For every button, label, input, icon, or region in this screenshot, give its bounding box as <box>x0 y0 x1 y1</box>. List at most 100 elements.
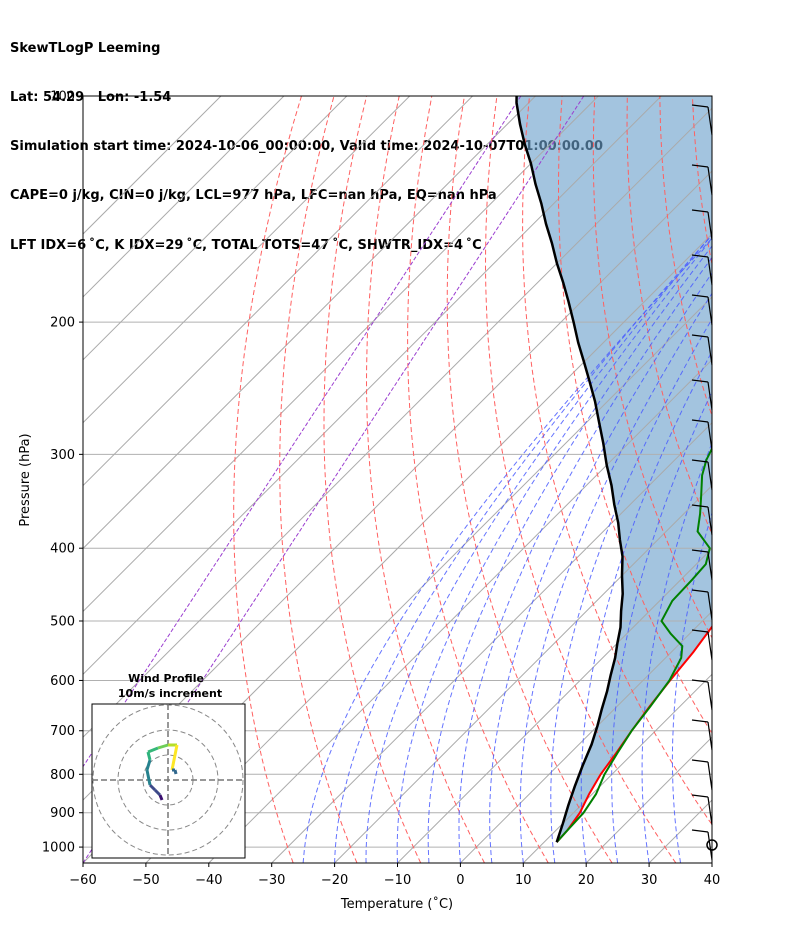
dry-adiabat <box>365 96 485 863</box>
dry-adiabat <box>557 96 712 735</box>
x-tick-label: −60 <box>69 873 96 888</box>
barb-staff <box>707 211 713 241</box>
dry-adiabat <box>659 96 712 418</box>
x-tick-label: −10 <box>384 873 411 888</box>
barb-staff <box>707 591 713 621</box>
barb-flag <box>691 829 709 833</box>
barb-staff <box>707 381 713 411</box>
barb-flag <box>691 504 709 508</box>
y-tick-label: 500 <box>50 614 75 629</box>
x-tick-label: 20 <box>578 873 595 888</box>
inset-subtitle: 10m/s increment <box>118 687 222 700</box>
barb-staff <box>707 631 713 661</box>
moist-adiabat <box>427 245 712 863</box>
moist-adiabat <box>302 237 712 863</box>
hodograph-segment <box>170 744 179 771</box>
isotherm-line <box>83 107 712 738</box>
isotherm-line <box>83 96 536 550</box>
hodograph-segment <box>157 743 169 750</box>
barb-staff <box>707 761 713 791</box>
barb-staff <box>707 106 713 136</box>
sounding-profiles <box>515 96 712 843</box>
wind-barb <box>691 829 713 861</box>
parcel-line <box>515 96 624 843</box>
dry-adiabat <box>323 96 422 863</box>
isotherm-line <box>83 96 599 613</box>
barb-staff <box>707 551 713 581</box>
barb-flag <box>691 419 709 423</box>
x-tick-label: 40 <box>704 873 721 888</box>
wind-profile-inset: Wind Profile 10m/s increment <box>91 672 246 859</box>
y-tick-label: 200 <box>50 316 75 331</box>
x-tick-label: −50 <box>132 873 159 888</box>
x-tick-label: 10 <box>515 873 532 888</box>
barb-staff <box>707 796 713 826</box>
wind-barb <box>691 589 713 621</box>
barb-flag <box>691 334 709 338</box>
moist-adiabat <box>489 272 712 863</box>
moist-adiabat <box>519 292 712 863</box>
isotherm-line <box>83 96 222 235</box>
moist-adiabat <box>365 234 712 863</box>
dry-adiabats <box>233 96 794 863</box>
y-tick-label: 700 <box>50 724 75 739</box>
moist-adiabat <box>334 234 712 863</box>
barb-staff <box>707 421 713 451</box>
wind-barb <box>691 254 713 286</box>
barb-staff <box>707 831 713 861</box>
dry-adiabat <box>484 96 677 863</box>
chart-title-block: SkewTLogP Leeming Lat: 54.29 Lon: -1.54 … <box>10 8 603 271</box>
barb-staff <box>707 256 713 286</box>
wind-barb <box>691 679 713 711</box>
wind-barb <box>691 104 713 136</box>
barb-flag <box>691 104 709 108</box>
isotherm-line <box>83 96 348 361</box>
barb-flag <box>691 164 709 168</box>
moist-adiabats <box>302 234 712 863</box>
isotherm-line <box>522 673 712 863</box>
barb-staff <box>707 721 713 751</box>
dry-adiabat <box>407 96 549 863</box>
wind-barb <box>691 549 713 581</box>
x-tick-label: −20 <box>321 873 348 888</box>
x-axis-label: Temperature (˚C) <box>340 896 453 912</box>
isotherm-line <box>83 96 662 676</box>
mixing-ratio-line <box>83 96 522 768</box>
barb-staff <box>707 506 713 536</box>
moist-adiabat <box>580 350 712 863</box>
barb-flag <box>691 549 709 553</box>
dry-adiabat <box>758 96 794 863</box>
isotherm-line <box>145 296 712 863</box>
y-axis-label: Pressure (hPa) <box>18 433 33 526</box>
dry-adiabat <box>725 96 794 863</box>
hodograph-segment <box>173 769 178 775</box>
x-tick-label: −30 <box>258 873 285 888</box>
y-tick-label: 100 <box>50 90 75 105</box>
isotherm-line <box>83 96 411 424</box>
hodograph-segment <box>153 788 162 797</box>
title-latlon: Lat: 54.29 Lon: -1.54 <box>10 90 172 106</box>
wind-barb <box>691 294 713 326</box>
y-tick-label: 1000 <box>42 841 75 856</box>
x-tick-label: −40 <box>195 873 222 888</box>
dry-adiabat <box>279 96 358 863</box>
barb-staff <box>707 336 713 366</box>
y-tick-label: 900 <box>50 806 75 821</box>
wind-barb <box>691 334 713 366</box>
wind-barb <box>691 459 713 491</box>
dry-adiabat <box>446 96 613 863</box>
wind-barb <box>691 504 713 536</box>
barb-flag <box>691 679 709 683</box>
wind-barb <box>691 629 713 661</box>
hodograph-segment <box>146 751 152 761</box>
wind-barb <box>691 759 713 791</box>
isotherm-line <box>208 359 712 863</box>
dry-adiabat <box>233 96 302 863</box>
dry-adiabat <box>790 96 794 863</box>
y-tick-label: 600 <box>50 674 75 689</box>
x-tick-label: 0 <box>456 873 464 888</box>
moist-adiabat <box>611 390 712 863</box>
wind-barb <box>691 209 713 241</box>
title-cape: CAPE=0 j/kg, CIN=0 j/kg, LCL=977 hPa, LF… <box>10 188 497 204</box>
barb-flag <box>691 254 709 258</box>
